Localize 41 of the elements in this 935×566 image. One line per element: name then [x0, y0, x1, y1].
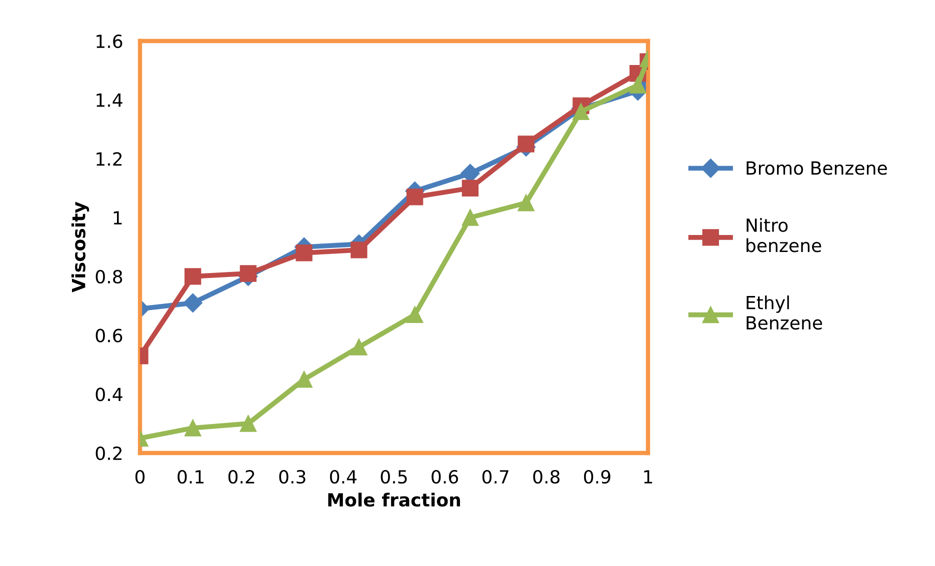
x-tick-label: 0.4	[330, 470, 357, 484]
point	[406, 188, 424, 206]
legend-label: Ethyl Benzene	[746, 295, 822, 330]
point	[184, 420, 202, 436]
point	[406, 306, 424, 324]
point	[518, 136, 534, 152]
x-axis-title: Mole fraction	[328, 492, 460, 507]
point	[240, 415, 257, 432]
y-tick-label: 0.8	[96, 270, 122, 284]
legend-label: Bromo Benzene	[746, 161, 887, 175]
point	[184, 268, 202, 285]
y-axis-title: Viscosity	[71, 202, 90, 292]
y-tick-label: 0.4	[96, 388, 122, 402]
x-tick-label: 1	[644, 470, 652, 484]
legend-label: Nitro benzene	[746, 218, 822, 252]
point	[296, 371, 312, 388]
point	[518, 194, 534, 212]
x-tick-label: 0.5	[380, 470, 407, 484]
point	[630, 76, 646, 94]
point	[462, 209, 479, 226]
y-tick-label: 0.6	[96, 328, 122, 342]
x-tick-label: 0.7	[482, 470, 508, 484]
x-tick-label: 0.2	[228, 470, 254, 484]
y-tick-label: 1	[114, 211, 122, 224]
x-tick-label: 0.3	[279, 470, 306, 484]
point	[240, 265, 257, 282]
point	[350, 242, 368, 258]
x-tick-label: 0	[135, 470, 145, 484]
point	[350, 338, 368, 356]
y-tick-label: 0.2	[96, 446, 122, 460]
x-tick-label: 0.6	[432, 470, 458, 484]
point	[183, 293, 202, 312]
x-tick-label: 0.9	[584, 470, 610, 484]
point	[296, 244, 312, 262]
point	[572, 103, 590, 120]
x-tick-label: 0.1	[178, 470, 204, 484]
y-tick-label: 1.2	[96, 152, 122, 166]
y-tick-label: 1.4	[96, 94, 122, 107]
point	[462, 180, 479, 196]
y-tick-label: 1.6	[96, 34, 122, 48]
x-tick-label: 0.8	[533, 470, 560, 484]
